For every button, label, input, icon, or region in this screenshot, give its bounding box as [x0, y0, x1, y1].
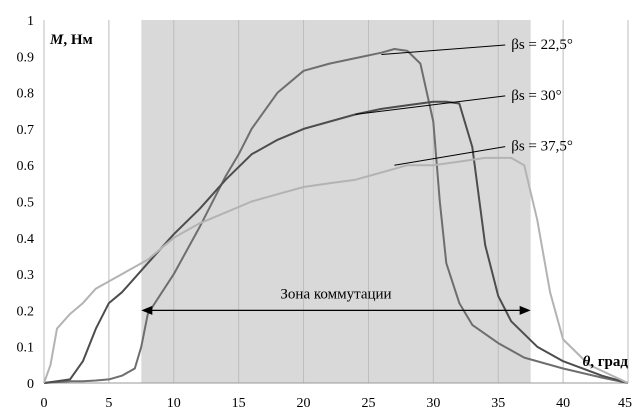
y-tick-label: 0.3 [17, 268, 35, 283]
annotation-leader [394, 146, 506, 166]
x-tick-label: 20 [297, 396, 311, 411]
y-axis-symbol: M [49, 32, 64, 48]
zone-arrow-head-right [519, 305, 531, 315]
x-tick-label: 15 [232, 396, 246, 411]
vertical-gridlines [43, 20, 629, 383]
y-tick-label: 0.8 [17, 87, 35, 102]
x-tick-label: 30 [426, 396, 440, 411]
x-tick-label: 0 [41, 396, 48, 411]
series-annotations: βs = 22,5° βs = 30° βs = 37,5° [355, 37, 573, 166]
series-line [43, 48, 629, 384]
series-lines [43, 48, 629, 384]
x-axis-label: θ, град [582, 354, 628, 370]
series-annotation-label: βs = 37,5° [511, 139, 573, 155]
series-line [43, 156, 629, 384]
zone-arrow-head-left [141, 305, 153, 315]
y-tick-label: 0.9 [17, 50, 35, 65]
x-tick-label: 40 [556, 396, 570, 411]
y-axis-unit: , Нм [63, 32, 92, 48]
x-tick-labels: 0 5 10 15 20 25 30 35 40 45 [41, 396, 633, 411]
y-tick-label: 0.7 [17, 123, 35, 138]
y-tick-label: 0.4 [17, 232, 35, 247]
y-tick-label: 1 [27, 14, 34, 29]
y-tick-label: 0.1 [17, 341, 35, 356]
x-tick-label: 10 [167, 396, 181, 411]
x-tick-label: 25 [361, 396, 375, 411]
x-tick-label: 35 [491, 396, 505, 411]
y-tick-label: 0.5 [17, 196, 35, 211]
series-annotation-label: βs = 22,5° [511, 37, 573, 53]
commutation-zone-shade [141, 20, 531, 383]
x-tick-label: 45 [618, 396, 632, 411]
y-tick-labels: 0 0.1 0.2 0.3 0.4 0.5 0.6 0.7 0.8 0.9 1 [17, 14, 35, 392]
commutation-zone-annotation: Зона коммутации [141, 286, 531, 315]
series-annotation-label: βs = 30° [511, 88, 561, 104]
annotation-leader [381, 44, 506, 55]
y-tick-label: 0.2 [17, 304, 35, 319]
shaded-region [141, 20, 531, 383]
x-tick-label: 5 [105, 396, 112, 411]
y-tick-label: 0 [27, 377, 34, 392]
y-axis-label: M, Нм [49, 32, 93, 48]
x-axis-symbol: θ [582, 354, 590, 370]
zone-label: Зона коммутации [280, 286, 391, 302]
x-axis-unit: , град [590, 354, 628, 370]
series-line [43, 100, 629, 384]
annotation-leader [355, 95, 506, 115]
y-tick-label: 0.6 [17, 159, 35, 174]
